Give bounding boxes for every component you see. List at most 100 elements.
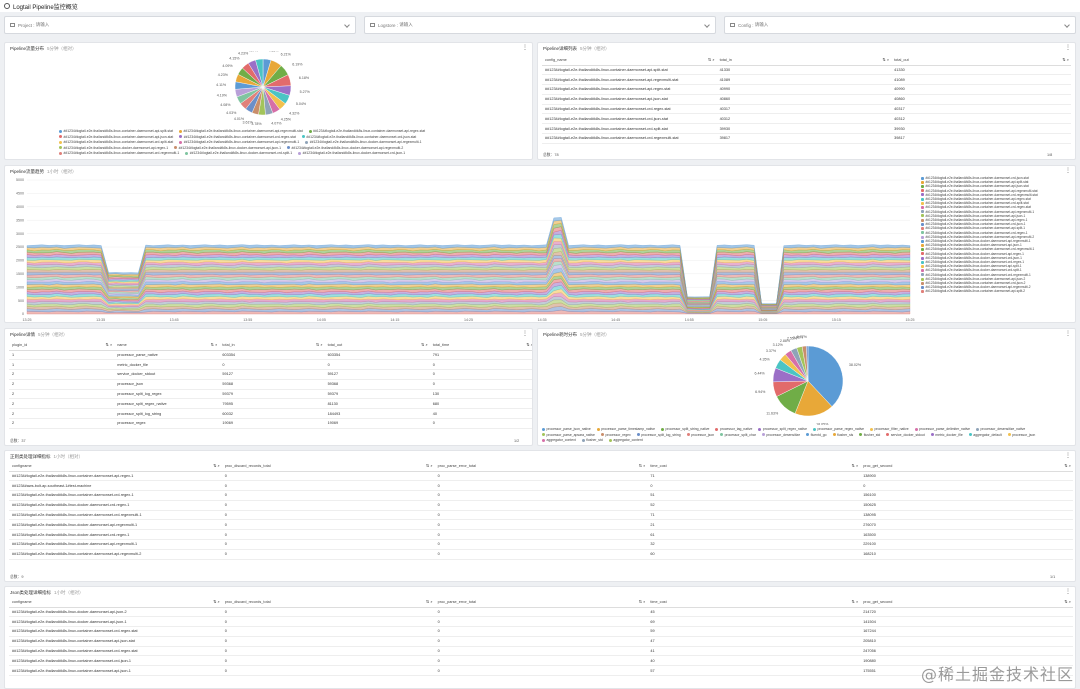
sort-search-icon[interactable]: ⇅ ⌕ [526, 342, 533, 347]
legend-item[interactable]: aggregator_default [968, 433, 1002, 438]
filter-project[interactable]: Project : 请输入 [4, 16, 356, 34]
sort-search-icon[interactable]: ⇅ ⌕ [851, 463, 859, 468]
table-row[interactable]: ##1234#logtail-e2e-thailand#k8s-linux-do… [9, 539, 1073, 550]
table-row[interactable]: ##1234#logtail-e2e-thailand#k8s-linux-co… [9, 646, 1073, 657]
more-icon[interactable]: ⋮ [1065, 589, 1071, 595]
table-row[interactable]: ##1234#logtail-e2e-thailand#k8s-linux-do… [9, 607, 1073, 618]
legend-item[interactable]: processor_json [686, 433, 714, 438]
pie-slice[interactable] [807, 345, 844, 407]
legend-item[interactable]: processor_parse_delimiter_native [914, 427, 970, 432]
table-row[interactable]: ##1234#logtail-e2e-thailand#k8s-linux-co… [542, 94, 1071, 105]
legend-item[interactable]: aggregator_content [608, 438, 643, 443]
sort-search-icon[interactable]: ⇅ ⌕ [638, 599, 646, 604]
legend-item[interactable]: ##1234#logtail-e2e-thailand#k8s-linux-co… [921, 231, 1071, 235]
table-row[interactable]: ##1234#logtail-e2e-thailand#k8s-linux-co… [9, 471, 1073, 482]
legend-item[interactable]: ##1234#logtail-e2e-thailand#k8s-linux-co… [921, 193, 1071, 197]
more-icon[interactable]: ⋮ [1065, 453, 1071, 459]
table-row[interactable]: ##1234#logtail-e2e-thailand#k8s-linux-co… [542, 123, 1071, 135]
column-header[interactable]: total_out ⇅ ⌕ [891, 55, 1071, 66]
legend-item[interactable]: ##1234#logtail-e2e-thailand#k8s-linux-co… [921, 247, 1071, 251]
table-row[interactable]: ##1234#logtail-e2e-thailand#k8s-linux-co… [9, 665, 1073, 677]
legend-item[interactable]: ##1234#logtail-e2e-thailand#k8s-linux-do… [921, 252, 1071, 256]
legend-item[interactable]: service_docker_stdout [886, 433, 925, 438]
legend-item[interactable]: processor_parse_json_native [542, 427, 591, 432]
legend-item[interactable]: ##1234#logtail-e2e-thailand#k8s-linux-co… [179, 140, 299, 145]
pagination[interactable]: 1/8 [1047, 153, 1053, 157]
legend-item[interactable]: ##1234#logtail-e2e-thailand#k8s-linux-do… [185, 151, 292, 156]
column-header[interactable]: proc_parse_error_total ⇅ ⌕ [434, 597, 648, 608]
column-header[interactable]: name ⇅ ⌕ [114, 340, 220, 351]
table-row[interactable]: ##1234#logtail-e2e-thailand#k8s-linux-co… [9, 626, 1073, 637]
legend-item[interactable]: ##1234#logtail-e2e-thailand#k8s-linux-co… [921, 205, 1071, 209]
legend-item[interactable]: ##1234#logtail-e2e-thailand#k8s-linux-do… [921, 260, 1071, 264]
column-header[interactable]: configname ⇅ ⌕ [9, 461, 222, 472]
table-row[interactable]: 2 processor_split_regex_native 79595 81130 6… [9, 398, 532, 410]
legend-item[interactable]: processor_split_log_string [636, 433, 681, 438]
column-header[interactable]: proc_parse_error_total ⇅ ⌕ [434, 461, 648, 472]
legend-item[interactable]: processor_desensitize [761, 433, 800, 438]
table-row[interactable]: 2 processor_split_log_regex 59379 59379 130 [9, 389, 532, 400]
legend-item[interactable]: ##1234#logtail-e2e-thailand#k8s-linux-do… [921, 285, 1071, 289]
sort-search-icon[interactable]: ⇅ ⌕ [1064, 599, 1071, 604]
sort-search-icon[interactable]: ⇅ ⌕ [707, 57, 715, 62]
pie-slice[interactable] [806, 345, 809, 382]
filter-config[interactable]: Config : 请输入 [724, 16, 1076, 34]
more-icon[interactable]: ⋮ [1065, 168, 1071, 174]
legend-item[interactable]: ##1234#logtail-e2e-thailand#k8s-linux-co… [921, 222, 1071, 226]
legend-item[interactable]: ##1234#logtail-e2e-thailand#k8s-linux-co… [179, 135, 296, 140]
column-header[interactable]: proc_get_second ⇅ ⌕ [860, 461, 1073, 472]
sort-search-icon[interactable]: ⇅ ⌕ [421, 342, 428, 347]
sort-search-icon[interactable]: ⇅ ⌕ [210, 342, 218, 347]
column-header[interactable]: time_cost ⇅ ⌕ [647, 597, 861, 608]
more-icon[interactable]: ⋮ [1065, 45, 1071, 51]
area-series[interactable] [26, 217, 911, 305]
legend-item[interactable]: ##1234#logtail-e2e-thailand#k8s-linux-co… [921, 210, 1071, 214]
legend-item[interactable]: ##1234#logtail-e2e-thailand#k8s-linux-do… [921, 268, 1071, 272]
legend-item[interactable]: aggregator_context [542, 438, 576, 443]
table-row[interactable]: ##1234#logtail-e2e-thailand#k8s-linux-co… [9, 636, 1073, 647]
table-row[interactable]: ##1234#logtail-e2e-thailand#k8s-linux-do… [9, 519, 1073, 531]
legend-item[interactable]: processor_parse_timestamp_native [596, 427, 655, 432]
column-header[interactable]: total_time ⇅ ⌕ [429, 340, 533, 351]
legend-item[interactable]: ##1234#logtail-e2e-thailand#k8s-linux-co… [179, 129, 303, 134]
legend-item[interactable]: ##1234#logtail-e2e-thailand#k8s-linux-do… [921, 256, 1071, 260]
legend-item[interactable]: ##1234#logtail-e2e-thailand#k8s-linux-co… [59, 135, 173, 140]
legend-item[interactable]: ##1234#logtail-e2e-thailand#k8s-linux-co… [301, 135, 416, 140]
legend-item[interactable]: fluentd_go [806, 433, 827, 438]
sort-search-icon[interactable]: ⇅ ⌕ [1062, 57, 1069, 62]
sort-search-icon[interactable]: ⇅ ⌕ [638, 463, 646, 468]
legend-item[interactable]: processor_parse_apsara_native [542, 433, 595, 438]
sort-search-icon[interactable]: ⇅ ⌕ [1064, 463, 1071, 468]
legend-item[interactable]: ##1234#logtail-e2e-thailand#k8s-linux-do… [921, 273, 1071, 277]
column-header[interactable]: time_cost ⇅ ⌕ [647, 461, 861, 472]
table-row[interactable]: ##1234#logtail-e2e-thailand#k8s-linux-co… [9, 510, 1073, 521]
column-header[interactable]: proc_get_second ⇅ ⌕ [860, 597, 1073, 608]
pagination[interactable]: 1/2 [514, 439, 520, 443]
legend-item[interactable]: flusher_std [859, 433, 880, 438]
table-row[interactable]: ##1234#logtail-e2e-thailand#k8s-linux-do… [9, 616, 1073, 628]
legend-item[interactable]: flusher_std [581, 438, 603, 443]
pagination[interactable]: 1/1 [1050, 575, 1056, 579]
more-icon[interactable]: ⋮ [522, 331, 528, 337]
table-row[interactable]: 2 service_docker_stdout 59127 59127 0 [9, 369, 532, 380]
more-icon[interactable]: ⋮ [1065, 331, 1071, 337]
legend-item[interactable]: ##1234#logtail-e2e-thailand#k8s-linux-co… [59, 151, 179, 156]
legend-item[interactable]: ##1234#logtail-e2e-thailand#k8s-linux-co… [921, 189, 1071, 193]
sort-search-icon[interactable]: ⇅ ⌕ [851, 599, 859, 604]
legend-item[interactable]: ##1234#logtail-e2e-thailand#k8s-linux-co… [921, 201, 1071, 205]
legend-item[interactable]: ##1234#logtail-e2e-thailand#k8s-linux-co… [921, 176, 1071, 180]
sort-search-icon[interactable]: ⇅ ⌕ [425, 599, 433, 604]
column-header[interactable]: total_in ⇅ ⌕ [716, 55, 892, 66]
legend-item[interactable]: ##1234#logtail-e2e-thailand#k8s-linux-co… [308, 129, 425, 134]
table-row[interactable]: ##1234#logtail-e2e-thailand#k8s-linux-co… [542, 65, 1071, 76]
table-row[interactable]: ##1234#logtail-e2e-thailand#k8s-linux-co… [542, 74, 1071, 86]
legend-item[interactable]: ##1234#logtail-e2e-thailand#k8s-linux-co… [921, 277, 1071, 281]
table-row[interactable]: ##1234#logtail-e2e-thailand#k8s-linux-co… [542, 133, 1071, 144]
legend-item[interactable]: ##1234#logtail-e2e-thailand#k8s-linux-co… [921, 289, 1071, 293]
legend-item[interactable]: ##1234#logtail-e2e-thailand#k8s-linux-do… [298, 151, 405, 156]
column-header[interactable]: plugin_id ⇅ ⌕ [9, 340, 115, 351]
legend-item[interactable]: ##1234#logtail-e2e-thailand#k8s-linux-co… [921, 235, 1071, 239]
legend-item[interactable]: ##1234#logtail-e2e-thailand#k8s-linux-co… [59, 140, 173, 145]
legend-item[interactable]: ##1234#logtail-e2e-thailand#k8s-linux-co… [921, 218, 1071, 222]
legend-item[interactable]: ##1234#logtail-e2e-thailand#k8s-linux-do… [59, 146, 168, 151]
